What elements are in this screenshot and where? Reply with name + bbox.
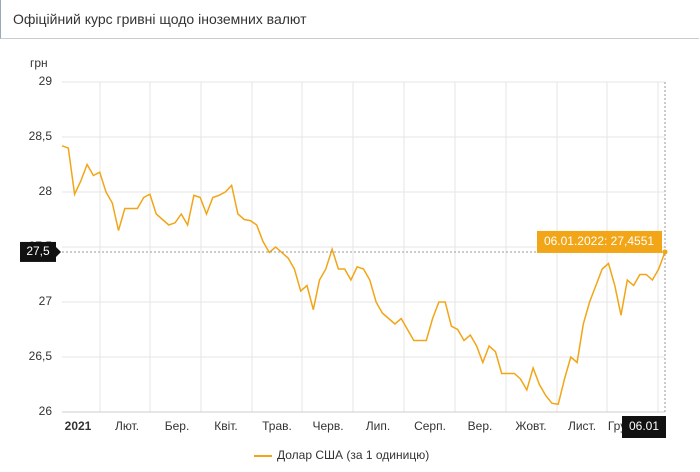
badge-arrow <box>56 246 61 257</box>
x-tick-label: Трав. <box>262 419 292 433</box>
y-tick-label: 28 <box>39 184 53 198</box>
last-point <box>662 249 668 255</box>
x-tick-label: Бер. <box>165 419 190 433</box>
x-tick-label: Вер. <box>468 419 493 433</box>
y-tick-label: 28,5 <box>29 129 53 143</box>
x-tick-label: Лют. <box>115 419 139 433</box>
y-tick-label: 29 <box>39 74 53 88</box>
tooltip-label: 06.01.2022: 27,4551 <box>544 234 654 248</box>
x-tick-label: Квіт. <box>214 419 238 433</box>
x-tick-label: Жовт. <box>515 419 546 433</box>
legend-label: Долар США (за 1 одиницю) <box>277 448 429 462</box>
x-tick-label: Лист. <box>568 419 596 433</box>
x-crosshair-label: 06.01 <box>629 419 659 433</box>
y-crosshair-badge <box>20 241 56 262</box>
x-tick-label: Серп. <box>414 419 446 433</box>
chart-title: Офіційний курс гривні щодо іноземних вал… <box>13 11 307 27</box>
tooltip-box <box>537 230 662 253</box>
x-tick-label: Лип. <box>366 419 390 433</box>
header: Офіційний курс гривні щодо іноземних вал… <box>0 0 699 39</box>
x-crosshair-badge <box>622 416 666 438</box>
x-tick-label: 2021 <box>65 419 92 433</box>
y-axis-label: грн <box>30 56 48 70</box>
y-tick-label: 27 <box>39 294 53 308</box>
x-tick-label: Черв. <box>312 419 343 433</box>
y-tick-label: 26,5 <box>29 349 53 363</box>
y-tick-label: 26 <box>39 404 53 418</box>
y-crosshair-label: 27,5 <box>26 244 50 258</box>
line-series <box>61 145 666 406</box>
